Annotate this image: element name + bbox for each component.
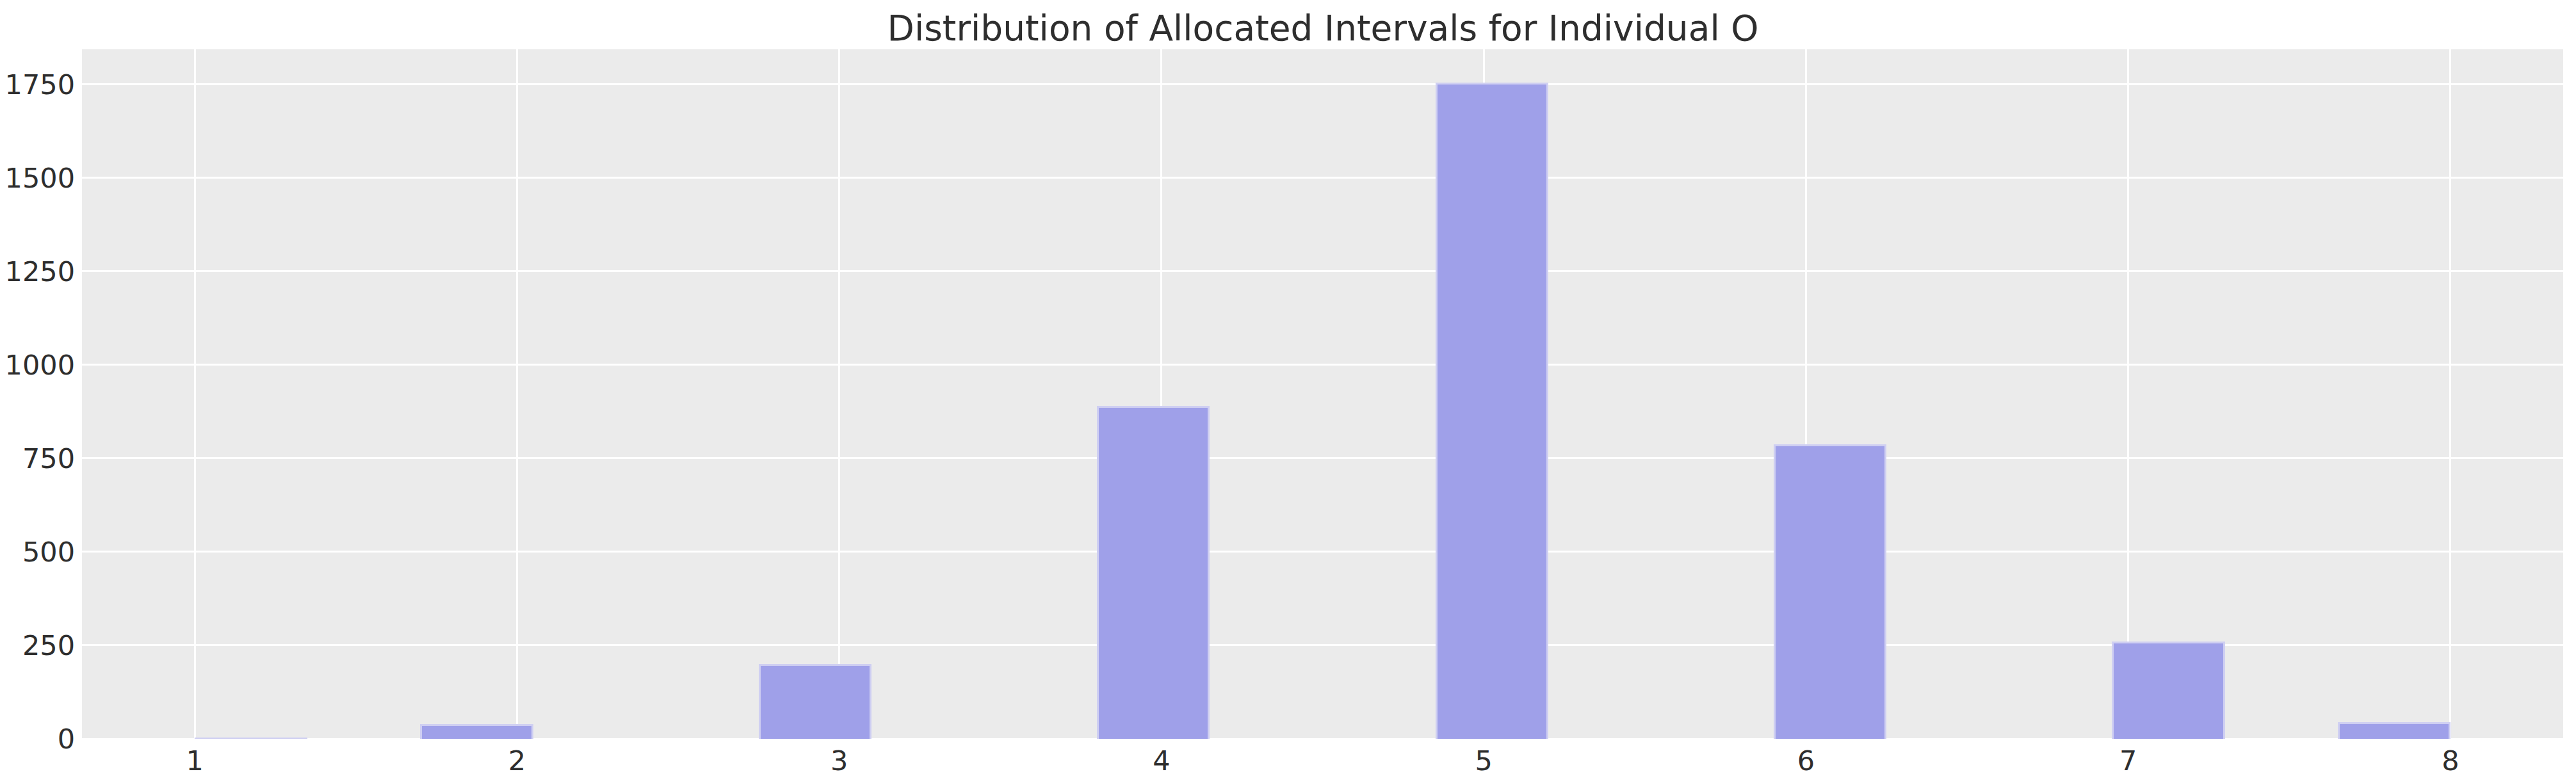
- bar-interval-1: [195, 738, 307, 739]
- plot-area: [82, 49, 2563, 739]
- y-tick-label: 750: [0, 443, 75, 474]
- gridline-horizontal: [82, 270, 2563, 272]
- gridline-horizontal: [82, 364, 2563, 366]
- gridline-vertical: [516, 49, 518, 739]
- gridline-horizontal: [82, 551, 2563, 553]
- bar-interval-8: [2338, 722, 2450, 739]
- chart-title: Distribution of Allocated Intervals for …: [887, 9, 1759, 48]
- x-tick-label: 1: [186, 745, 203, 776]
- x-tick-label: 2: [508, 745, 526, 776]
- bar-interval-6: [1774, 444, 1886, 739]
- y-tick-label: 250: [0, 630, 75, 661]
- y-tick-label: 1500: [0, 163, 75, 193]
- bar-interval-5: [1436, 83, 1548, 739]
- x-tick-label: 3: [830, 745, 848, 776]
- y-tick-label: 1000: [0, 350, 75, 380]
- y-tick-label: 500: [0, 537, 75, 567]
- gridline-vertical: [2449, 49, 2451, 739]
- bar-interval-3: [759, 664, 871, 739]
- x-tick-label: 4: [1153, 745, 1170, 776]
- y-tick-label: 1750: [0, 69, 75, 100]
- y-tick-label: 0: [0, 723, 75, 754]
- gridline-horizontal: [82, 457, 2563, 459]
- y-tick-label: 1250: [0, 256, 75, 287]
- bar-interval-7: [2112, 642, 2224, 739]
- x-tick-label: 8: [2442, 745, 2459, 776]
- x-tick-label: 6: [1797, 745, 1815, 776]
- gridline-vertical: [838, 49, 840, 739]
- bar-interval-2: [420, 724, 533, 739]
- figure: Distribution of Allocated Intervals for …: [0, 0, 2576, 783]
- gridline-horizontal: [82, 83, 2563, 85]
- gridline-vertical: [2127, 49, 2129, 739]
- gridline-vertical: [194, 49, 196, 739]
- gridline-horizontal: [82, 177, 2563, 179]
- x-tick-label: 7: [2119, 745, 2137, 776]
- bar-interval-4: [1097, 406, 1210, 739]
- x-tick-label: 5: [1475, 745, 1492, 776]
